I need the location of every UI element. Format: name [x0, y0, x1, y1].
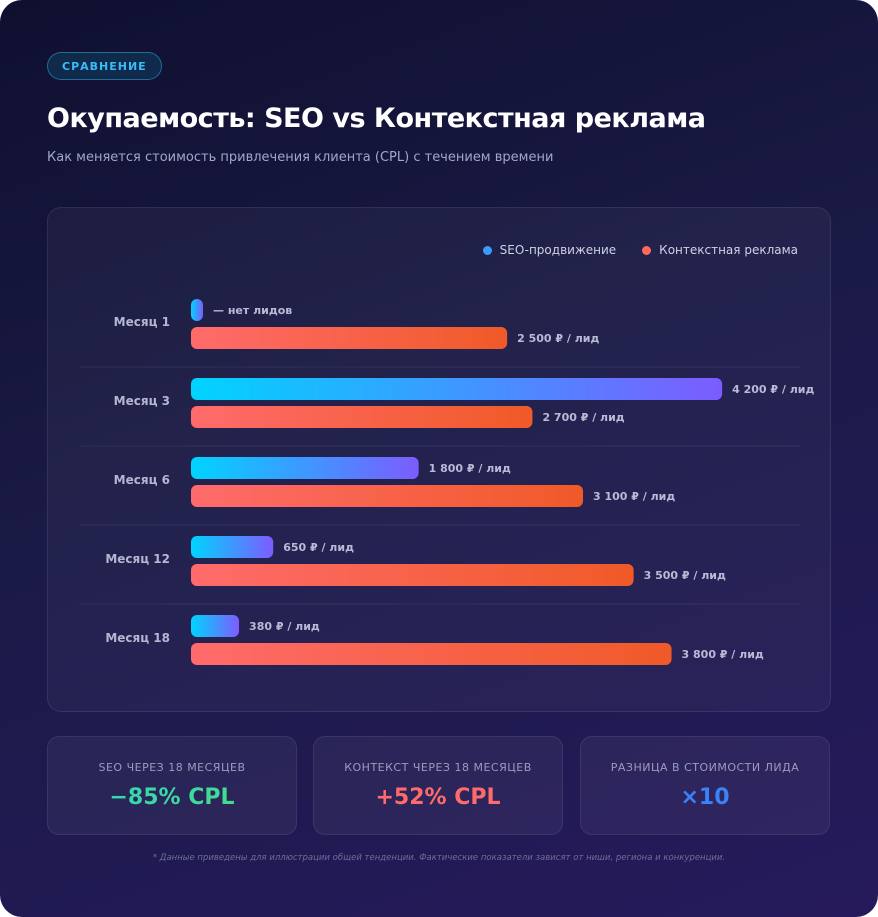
context-value-label: 3 800 ₽ / лид: [682, 648, 764, 661]
legend-item-context: Контекстная реклама: [642, 243, 798, 257]
chart-legend: SEO-продвижение Контекстная реклама: [482, 243, 798, 257]
category-badge: СРАВНЕНИЕ: [47, 52, 162, 80]
seo-bar: [191, 299, 203, 321]
stat-value-difference: ×10: [680, 785, 730, 810]
legend-label-seo: SEO-продвижение: [499, 243, 617, 257]
context-bar: [191, 406, 533, 428]
seo-value-label: — нет лидов: [213, 304, 292, 317]
seo-bar: [191, 457, 419, 479]
category-label: Месяц 1: [114, 315, 170, 329]
stat-card-difference: РАЗНИЦА В СТОИМОСТИ ЛИДА ×10: [580, 736, 830, 835]
context-value-label: 3 100 ₽ / лид: [593, 490, 675, 503]
legend-item-seo: SEO-продвижение: [482, 243, 617, 257]
seo-value-label: 4 200 ₽ / лид: [732, 383, 814, 396]
stat-label-context: КОНТЕКСТ ЧЕРЕЗ 18 МЕСЯЦЕВ: [344, 761, 532, 774]
context-value-label: 2 500 ₽ / лид: [517, 332, 599, 345]
chart-panel: SEO-продвижение Контекстная реклама Меся…: [47, 207, 831, 712]
footnote: * Данные приведены для иллюстрации общей…: [152, 853, 726, 863]
category-label: Месяц 18: [105, 631, 170, 645]
bar-chart: Месяц 1 — нет лидов 2 500 ₽ / лид Месяц 3 4 …: [80, 299, 814, 665]
stat-card-seo: SEO ЧЕРЕЗ 18 МЕСЯЦЕВ −85% CPL: [47, 736, 297, 835]
legend-label-context: Контекстная реклама: [659, 243, 798, 257]
context-value-label: 3 500 ₽ / лид: [644, 569, 726, 582]
category-label: Месяц 3: [114, 394, 170, 408]
seo-value-label: 1 800 ₽ / лид: [429, 462, 511, 475]
seo-bar: [191, 378, 723, 400]
stat-value-seo: −85% CPL: [48, 785, 296, 810]
context-legend-dot: [642, 245, 652, 255]
stat-label-difference: РАЗНИЦА В СТОИМОСТИ ЛИДА: [610, 761, 800, 774]
context-bar: [191, 564, 634, 586]
context-bar: [191, 485, 584, 507]
seo-bar: [191, 615, 240, 637]
category-label: Месяц 12: [105, 552, 170, 566]
stat-label-seo: SEO ЧЕРЕЗ 18 МЕСЯЦЕВ: [98, 761, 246, 774]
context-bar: [191, 327, 508, 349]
page-title: Окупаемость: SEO vs Контекстная реклама: [47, 103, 706, 134]
context-value-label: 2 700 ₽ / лид: [542, 411, 624, 424]
stat-value-context: +52% CPL: [375, 785, 501, 810]
seo-legend-dot: [482, 245, 492, 255]
seo-bar: [191, 536, 274, 558]
seo-value-label: 650 ₽ / лид: [283, 541, 354, 554]
page-subtitle: Как меняется стоимость привлечения клиен…: [47, 150, 554, 165]
stat-card-context: КОНТЕКСТ ЧЕРЕЗ 18 МЕСЯЦЕВ +52% CPL: [313, 736, 563, 835]
seo-value-label: 380 ₽ / лид: [249, 620, 320, 633]
category-label: Месяц 6: [114, 473, 170, 487]
context-bar: [191, 643, 672, 665]
